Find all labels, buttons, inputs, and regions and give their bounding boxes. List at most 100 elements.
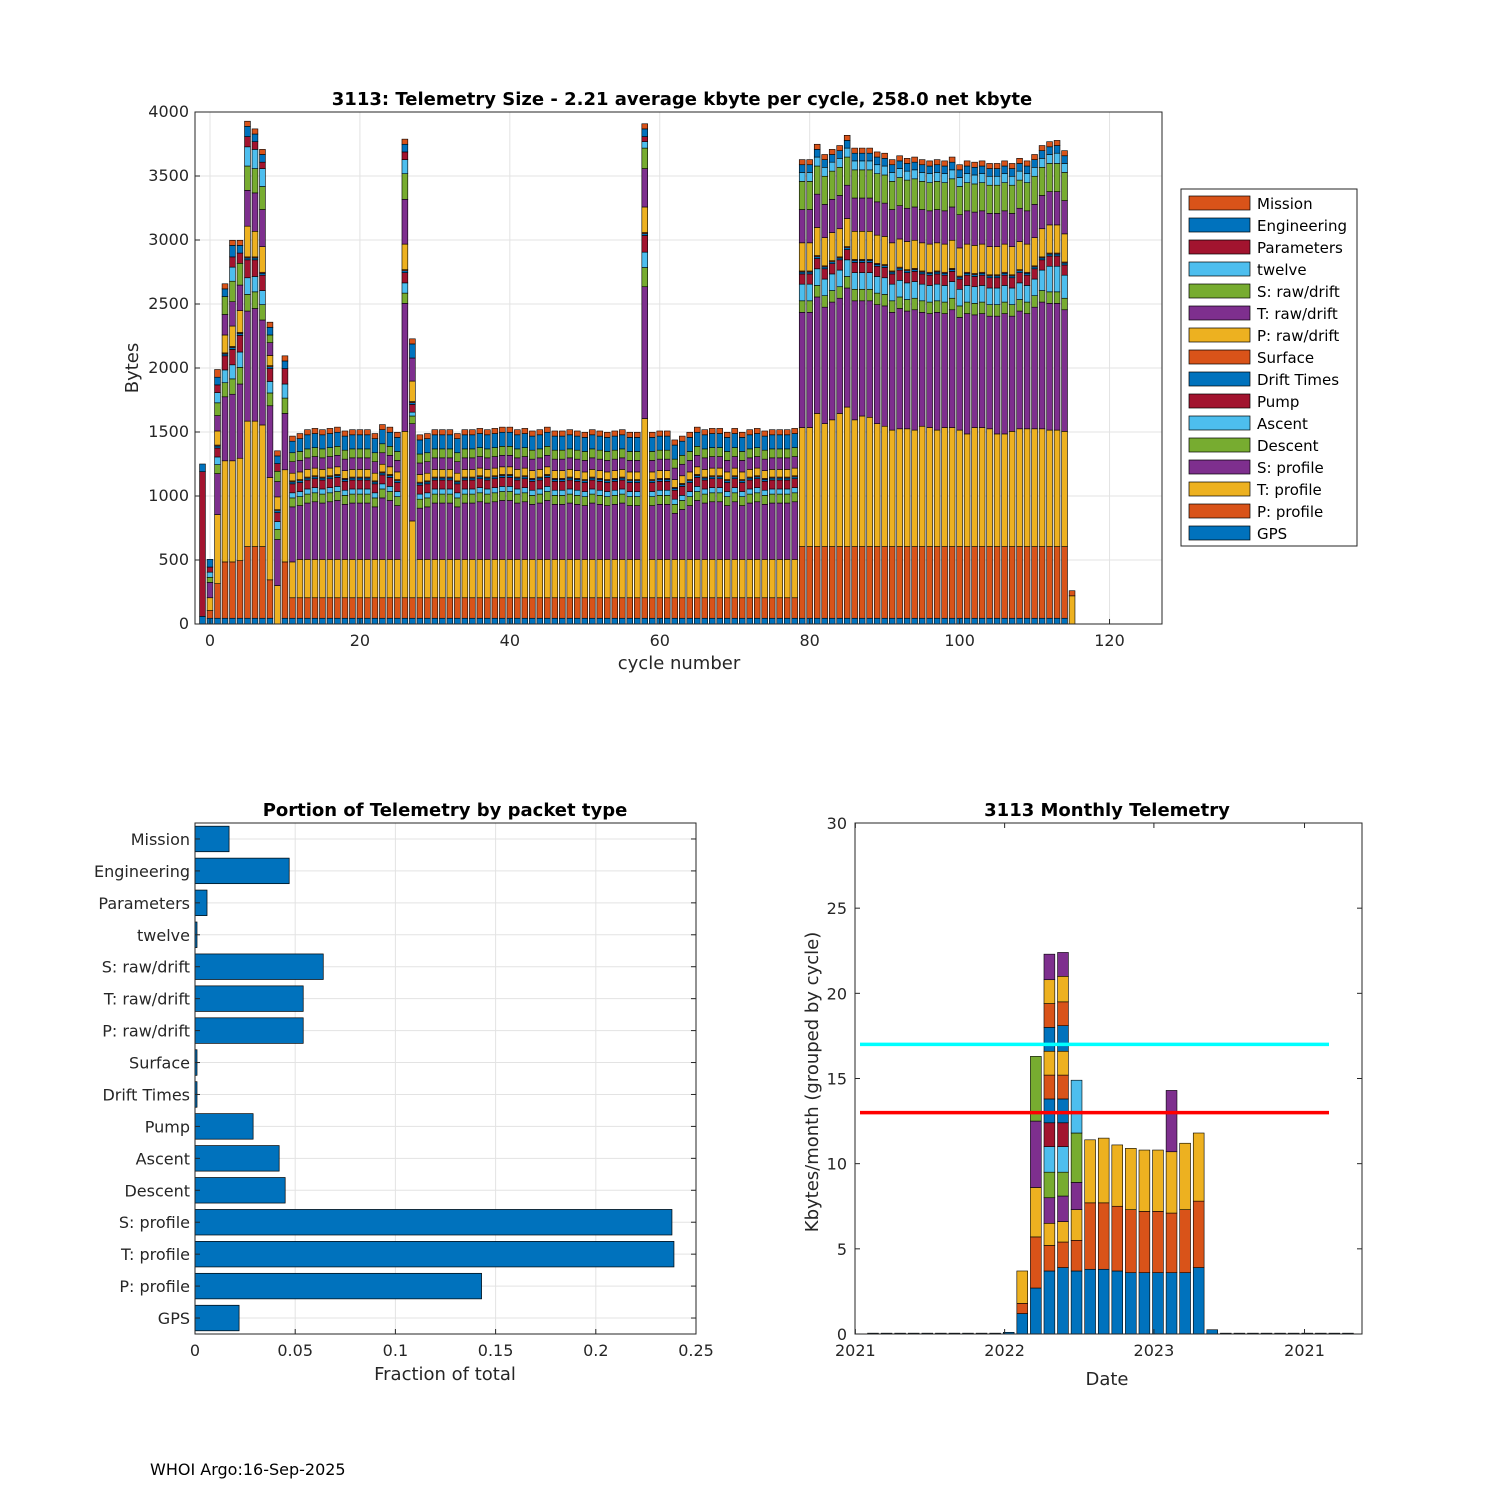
bar-segment bbox=[806, 300, 813, 313]
bar-segment bbox=[881, 174, 888, 204]
bar-segment bbox=[326, 501, 334, 560]
bar-segment bbox=[536, 434, 544, 450]
bar-segment bbox=[941, 182, 948, 212]
bar-segment bbox=[888, 209, 896, 244]
bar-segment bbox=[851, 147, 858, 154]
bar-segment bbox=[214, 617, 221, 625]
bar-segment bbox=[266, 617, 274, 625]
bar-segment bbox=[738, 617, 746, 625]
bar-segment bbox=[791, 428, 798, 434]
bar-segment bbox=[896, 155, 903, 162]
bar-segment bbox=[776, 502, 783, 560]
bar-segment bbox=[851, 546, 858, 619]
bar-segment bbox=[813, 546, 821, 619]
bar-segment bbox=[236, 335, 244, 353]
bar-segment bbox=[401, 617, 409, 625]
month-bar-segment bbox=[1084, 1139, 1096, 1204]
bar-segment bbox=[274, 455, 281, 464]
bar-segment bbox=[401, 303, 409, 432]
bar bbox=[194, 1272, 482, 1300]
bar-segment bbox=[686, 431, 693, 438]
bar-segment bbox=[1031, 278, 1038, 296]
bar-segment bbox=[626, 491, 633, 497]
bar-segment bbox=[1038, 145, 1046, 151]
bar-segment bbox=[1046, 141, 1053, 148]
bar-segment bbox=[214, 473, 221, 515]
legend-swatch bbox=[1188, 283, 1251, 299]
bar-segment bbox=[281, 360, 289, 369]
bar-segment bbox=[626, 460, 633, 473]
bar-segment bbox=[379, 483, 386, 490]
bar-segment bbox=[349, 469, 356, 478]
bar-segment bbox=[701, 479, 708, 490]
top-x-tick-label: 100 bbox=[944, 631, 975, 650]
bar-segment bbox=[753, 447, 761, 457]
bar-segment bbox=[709, 428, 716, 434]
bar-segment bbox=[896, 296, 903, 309]
bar-segment bbox=[866, 272, 873, 290]
bar bbox=[194, 1145, 280, 1172]
bar-segment bbox=[746, 429, 753, 436]
bar-segment bbox=[724, 617, 731, 625]
bar-segment bbox=[289, 440, 296, 454]
bar-segment bbox=[963, 285, 971, 303]
bar-segment bbox=[454, 492, 461, 499]
bar-segment bbox=[319, 502, 326, 560]
bar-segment bbox=[589, 502, 596, 560]
bar-segment bbox=[251, 230, 259, 258]
bar-segment bbox=[386, 617, 394, 625]
bar-segment bbox=[828, 198, 836, 233]
bar-segment bbox=[266, 334, 274, 343]
bar-segment bbox=[244, 165, 251, 191]
bar-segment bbox=[933, 312, 941, 431]
bar-segment bbox=[1068, 595, 1076, 625]
bar-segment bbox=[274, 512, 281, 522]
bar-segment bbox=[873, 304, 881, 424]
bar-segment bbox=[768, 502, 776, 560]
month-bar-segment bbox=[1057, 1267, 1069, 1335]
bar-segment bbox=[446, 502, 454, 560]
bar-segment bbox=[724, 559, 731, 599]
bar-segment bbox=[776, 493, 783, 504]
bar-segment bbox=[311, 456, 319, 469]
bar-segment bbox=[791, 478, 798, 488]
legend-swatch bbox=[1188, 525, 1251, 541]
bar-segment bbox=[986, 315, 993, 430]
bar-segment bbox=[1016, 617, 1023, 625]
bar-segment bbox=[753, 433, 761, 448]
bar-segment bbox=[986, 277, 993, 289]
month-bar-segment bbox=[1138, 1211, 1151, 1273]
bar-segment bbox=[251, 276, 259, 293]
month-bar-segment bbox=[1192, 1267, 1205, 1335]
bar-segment bbox=[926, 160, 933, 167]
bar-segment bbox=[963, 173, 971, 183]
bar-segment bbox=[221, 460, 229, 563]
bar-segment bbox=[746, 493, 753, 504]
bar-segment bbox=[828, 290, 836, 303]
legend-label: Drift Times bbox=[1257, 371, 1339, 389]
bar-segment bbox=[514, 502, 521, 560]
bar-segment bbox=[506, 597, 514, 619]
bar-segment bbox=[971, 303, 978, 316]
bar-segment bbox=[289, 483, 296, 494]
bar-segment bbox=[319, 448, 326, 459]
bar-segment bbox=[349, 493, 356, 504]
bar-segment bbox=[259, 274, 266, 291]
bar-segment bbox=[416, 453, 424, 464]
bar-segment bbox=[356, 502, 364, 560]
bar-segment bbox=[926, 301, 933, 314]
bar-segment bbox=[401, 159, 409, 174]
bar-segment bbox=[971, 286, 978, 304]
bar-segment bbox=[911, 309, 918, 431]
bar-segment bbox=[1008, 287, 1016, 305]
bar-segment bbox=[843, 134, 851, 141]
bar-segment bbox=[341, 495, 349, 505]
bar-segment bbox=[334, 446, 341, 456]
bar-segment bbox=[506, 446, 514, 456]
bar-segment bbox=[371, 433, 379, 439]
bar-segment bbox=[664, 449, 671, 460]
bar-segment bbox=[1038, 546, 1046, 619]
bar-segment bbox=[858, 300, 866, 417]
bar-segment bbox=[274, 450, 281, 457]
bar-segment bbox=[461, 559, 469, 599]
